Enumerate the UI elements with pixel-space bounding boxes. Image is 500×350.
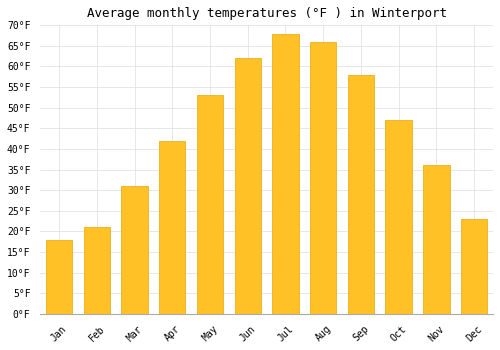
Bar	[423, 166, 450, 314]
Bar	[386, 120, 412, 314]
Bar	[234, 58, 261, 314]
Bar	[272, 34, 298, 314]
Bar	[84, 227, 110, 314]
Bar	[46, 240, 72, 314]
Bar	[461, 219, 487, 314]
Title: Average monthly temperatures (°F ) in Winterport: Average monthly temperatures (°F ) in Wi…	[86, 7, 446, 20]
Bar	[197, 95, 223, 314]
Bar	[122, 186, 148, 314]
Bar	[348, 75, 374, 314]
Bar	[310, 42, 336, 314]
Bar	[159, 141, 186, 314]
